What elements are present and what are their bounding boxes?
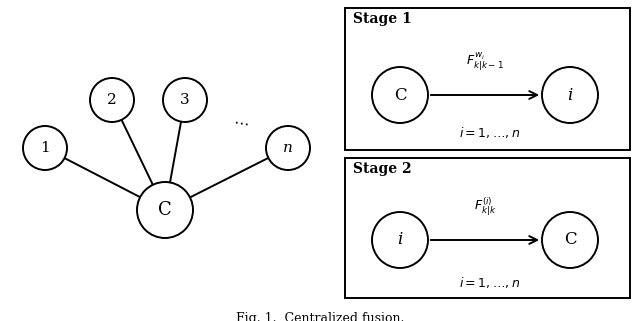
Text: Fig. 1.  Centralized fusion.: Fig. 1. Centralized fusion. bbox=[236, 312, 404, 321]
Circle shape bbox=[542, 212, 598, 268]
Text: $F_{k|k-1}^{w_i}$: $F_{k|k-1}^{w_i}$ bbox=[466, 51, 504, 73]
Bar bbox=[345, 8, 630, 150]
Text: $i = 1,\ldots,n$: $i = 1,\ldots,n$ bbox=[460, 126, 520, 141]
Text: Stage 2: Stage 2 bbox=[353, 162, 412, 176]
Circle shape bbox=[266, 126, 310, 170]
Text: $F_{k|k}^{(i)}$: $F_{k|k}^{(i)}$ bbox=[474, 196, 496, 218]
Text: Stage 1: Stage 1 bbox=[353, 12, 412, 26]
Text: $\cdots$: $\cdots$ bbox=[232, 114, 250, 130]
Text: 2: 2 bbox=[107, 93, 117, 107]
Text: C: C bbox=[158, 201, 172, 219]
Text: $i = 1,\ldots,n$: $i = 1,\ldots,n$ bbox=[460, 274, 520, 290]
Circle shape bbox=[90, 78, 134, 122]
Bar bbox=[345, 158, 630, 298]
Text: C: C bbox=[564, 231, 576, 248]
Circle shape bbox=[163, 78, 207, 122]
Text: C: C bbox=[394, 86, 406, 103]
Text: 3: 3 bbox=[180, 93, 190, 107]
Text: i: i bbox=[567, 86, 573, 103]
Circle shape bbox=[372, 67, 428, 123]
Circle shape bbox=[372, 212, 428, 268]
Text: 1: 1 bbox=[40, 141, 50, 155]
Text: n: n bbox=[283, 141, 293, 155]
Text: i: i bbox=[397, 231, 403, 248]
Circle shape bbox=[542, 67, 598, 123]
Circle shape bbox=[23, 126, 67, 170]
Circle shape bbox=[137, 182, 193, 238]
